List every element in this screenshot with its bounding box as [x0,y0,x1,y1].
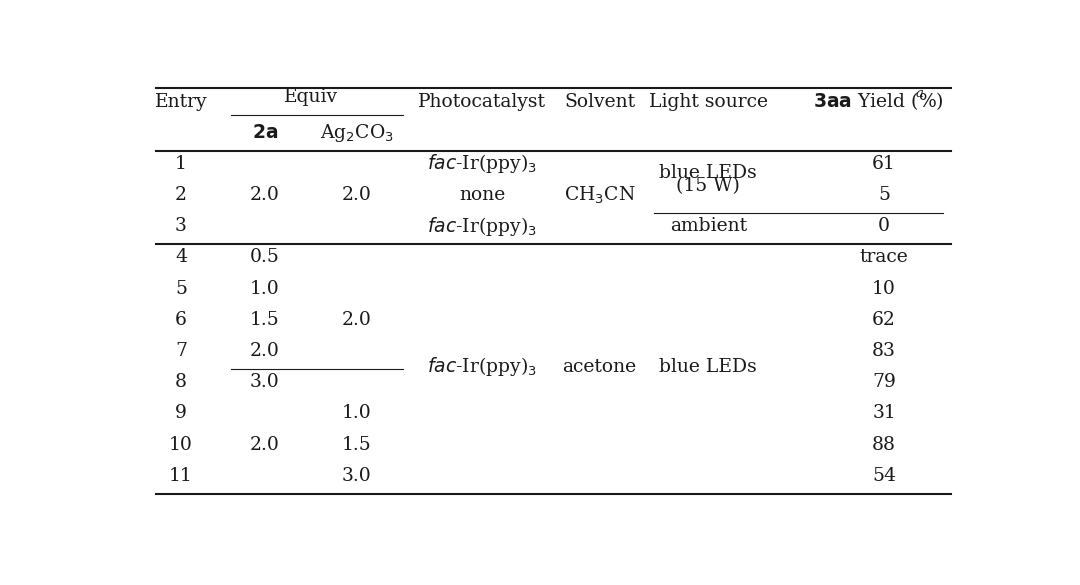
Text: 5: 5 [175,280,187,298]
Text: 6: 6 [175,311,187,329]
Text: 10: 10 [873,280,896,298]
Text: 2.0: 2.0 [249,186,280,204]
Text: 31: 31 [873,404,896,422]
Text: $\mathbf{2a}$: $\mathbf{2a}$ [252,124,278,142]
Text: blue LEDs: blue LEDs [660,164,757,182]
Text: 61: 61 [873,155,896,173]
Text: 5: 5 [878,186,890,204]
Text: Entry: Entry [154,92,207,111]
Text: 79: 79 [873,373,896,391]
Text: 3: 3 [175,217,187,235]
Text: Equiv: Equiv [284,88,338,106]
Text: a: a [916,87,923,100]
Text: Ag$_2$CO$_3$: Ag$_2$CO$_3$ [320,122,394,144]
Text: 2.0: 2.0 [249,342,280,360]
Text: 3.0: 3.0 [342,467,372,485]
Text: ambient: ambient [670,217,747,235]
Text: Photocatalyst: Photocatalyst [418,92,546,111]
Text: $\mathit{fac}$-Ir(ppy)$_3$: $\mathit{fac}$-Ir(ppy)$_3$ [428,355,537,378]
Text: (15 W): (15 W) [676,177,740,195]
Text: 62: 62 [873,311,896,329]
Text: 10: 10 [170,436,193,453]
Text: $\mathit{fac}$-Ir(ppy)$_3$: $\mathit{fac}$-Ir(ppy)$_3$ [428,153,537,176]
Text: 11: 11 [170,467,193,485]
Text: 0: 0 [878,217,890,235]
Text: 9: 9 [175,404,187,422]
Text: 8: 8 [175,373,187,391]
Text: 7: 7 [175,342,187,360]
Text: 1.5: 1.5 [342,436,372,453]
Text: 2: 2 [175,186,187,204]
Text: 1.0: 1.0 [342,404,372,422]
Text: none: none [459,186,505,204]
Text: 0.5: 0.5 [249,249,280,267]
Text: 4: 4 [175,249,187,267]
Text: 2.0: 2.0 [342,186,372,204]
Text: CH$_3$CN: CH$_3$CN [564,184,635,206]
Text: 3.0: 3.0 [249,373,280,391]
Text: 1.0: 1.0 [249,280,280,298]
Text: trace: trace [860,249,908,267]
Text: 2.0: 2.0 [249,436,280,453]
Text: 88: 88 [873,436,896,453]
Text: $\mathit{fac}$-Ir(ppy)$_3$: $\mathit{fac}$-Ir(ppy)$_3$ [428,215,537,238]
Text: Light source: Light source [649,92,768,111]
Text: 83: 83 [873,342,896,360]
Text: Solvent: Solvent [564,92,635,111]
Text: 1: 1 [175,155,187,173]
Text: 54: 54 [873,467,896,485]
Text: 2.0: 2.0 [342,311,372,329]
Text: 1.5: 1.5 [249,311,280,329]
Text: blue LEDs: blue LEDs [660,357,757,376]
Text: $\mathbf{3aa}$ Yield (%): $\mathbf{3aa}$ Yield (%) [813,91,944,112]
Text: acetone: acetone [563,357,636,376]
